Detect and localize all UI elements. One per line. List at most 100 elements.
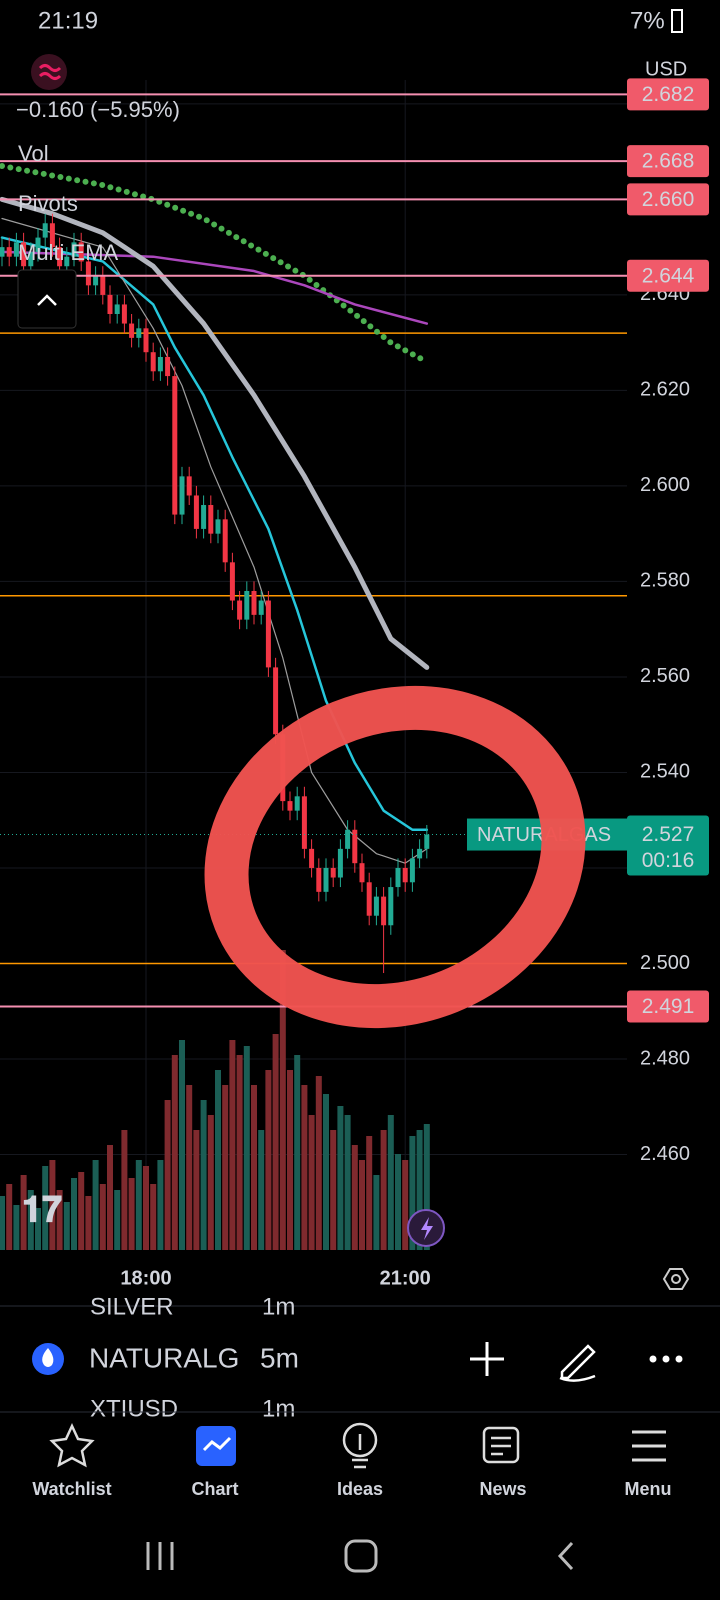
candle-body <box>42 223 48 238</box>
volume-bar <box>186 1085 193 1250</box>
candle-body <box>229 562 235 601</box>
volume-bar <box>13 1205 20 1250</box>
candle-body <box>93 275 99 286</box>
volume-bar <box>416 1130 423 1250</box>
interval-ghost: 1m <box>262 1293 295 1320</box>
volume-bar <box>380 1130 387 1250</box>
y-tick-label: 2.500 <box>640 952 690 974</box>
candle-body <box>6 247 12 257</box>
volume-bar <box>251 1085 257 1250</box>
chevron-up <box>37 294 57 306</box>
volume-bar <box>6 1184 13 1250</box>
news-icon[interactable] <box>482 1426 520 1464</box>
volume-bar <box>35 1208 41 1250</box>
sys-home[interactable] <box>344 1539 378 1573</box>
volume-bar <box>99 1184 106 1250</box>
candle-body <box>287 801 293 811</box>
volume-bar <box>308 1115 315 1250</box>
sys-back[interactable] <box>557 1541 574 1571</box>
drawn-circle <box>204 685 586 1029</box>
candle-body <box>345 829 351 849</box>
symbol-ghost: SILVER <box>90 1293 174 1320</box>
indicator[interactable]: Vol <box>18 141 49 166</box>
watchlist-icon[interactable] <box>49 1423 95 1468</box>
price-tag <box>627 183 709 216</box>
collapse-button[interactable] <box>17 269 77 329</box>
volume-bar <box>71 1178 77 1250</box>
candle-body <box>136 328 142 338</box>
candle-body <box>395 867 401 888</box>
candle-body <box>244 590 250 620</box>
y-tick-label: 2.460 <box>640 1143 690 1165</box>
volume-bar <box>423 1124 430 1250</box>
volume-bar <box>402 1160 409 1250</box>
volume-bar <box>387 1115 394 1250</box>
volume-bar <box>135 1160 142 1250</box>
currency[interactable]: USD <box>645 58 687 80</box>
price-tag <box>627 145 709 178</box>
candle-body <box>309 848 315 868</box>
candle-body <box>273 667 279 735</box>
sys-recent[interactable] <box>146 1542 174 1570</box>
logo-waves <box>38 64 62 80</box>
y-tick-label: 2.620 <box>640 379 690 401</box>
add-button[interactable] <box>470 1342 504 1376</box>
nav-label[interactable]: Chart <box>191 1479 238 1499</box>
candle-body <box>373 896 379 916</box>
candle-body <box>21 242 27 267</box>
volume-bar <box>236 1055 243 1250</box>
volume-bar <box>128 1178 135 1250</box>
battery: 7% <box>630 7 665 34</box>
candle-body <box>251 590 257 615</box>
nav-label[interactable]: Menu <box>625 1479 672 1499</box>
indicator[interactable]: Pivots <box>18 191 78 216</box>
candle-body <box>258 600 264 615</box>
volume-bar <box>272 1034 279 1250</box>
volume-bar <box>121 1130 128 1250</box>
ideas-icon[interactable] <box>342 1422 378 1458</box>
candle-body <box>71 242 77 257</box>
volume-bar <box>373 1175 380 1250</box>
candle-body <box>193 495 199 529</box>
toolbar-interval[interactable]: 5m <box>260 1342 299 1373</box>
candle-body <box>13 242 19 257</box>
settings-icon[interactable] <box>662 1268 690 1290</box>
candle-body <box>107 294 113 314</box>
ideas-glyph <box>352 1434 368 1469</box>
more-button[interactable] <box>649 1355 683 1363</box>
ema-line <box>0 236 429 832</box>
volume-bar <box>42 1166 49 1250</box>
toolbar-symbol[interactable]: NATURALG <box>89 1342 239 1373</box>
volume-bar <box>143 1166 149 1250</box>
nav-label[interactable]: Ideas <box>337 1479 383 1499</box>
volume-bar <box>92 1160 99 1250</box>
news-glyph <box>491 1436 511 1456</box>
indicator[interactable]: Multi EMA <box>18 240 119 265</box>
volume-bar <box>351 1145 358 1250</box>
nav-label[interactable]: Watchlist <box>32 1479 111 1499</box>
volume-bar <box>207 1115 214 1250</box>
volume-bar <box>200 1100 207 1250</box>
candle-body <box>381 896 387 926</box>
draw-button[interactable] <box>559 1344 596 1382</box>
volume-bar <box>20 1175 27 1250</box>
nav-label[interactable]: News <box>479 1479 526 1499</box>
candle-body <box>121 304 127 324</box>
candle-body <box>129 323 135 338</box>
volume-bar <box>344 1115 351 1250</box>
candle-body <box>172 376 178 515</box>
menu-icon[interactable] <box>632 1430 666 1462</box>
candle-body <box>417 848 423 859</box>
volume-bar <box>258 1130 265 1250</box>
volume-bar <box>287 1070 293 1250</box>
price-tag-label: 2.682 <box>642 83 695 106</box>
price-tag <box>627 259 709 292</box>
candle-body <box>402 867 408 883</box>
price-change: −0.160 (−5.95%) <box>16 97 180 122</box>
candle-body <box>330 867 336 878</box>
candle-body <box>64 256 70 267</box>
chart-glyph <box>202 1436 232 1452</box>
y-tick-label: 2.540 <box>640 761 690 783</box>
